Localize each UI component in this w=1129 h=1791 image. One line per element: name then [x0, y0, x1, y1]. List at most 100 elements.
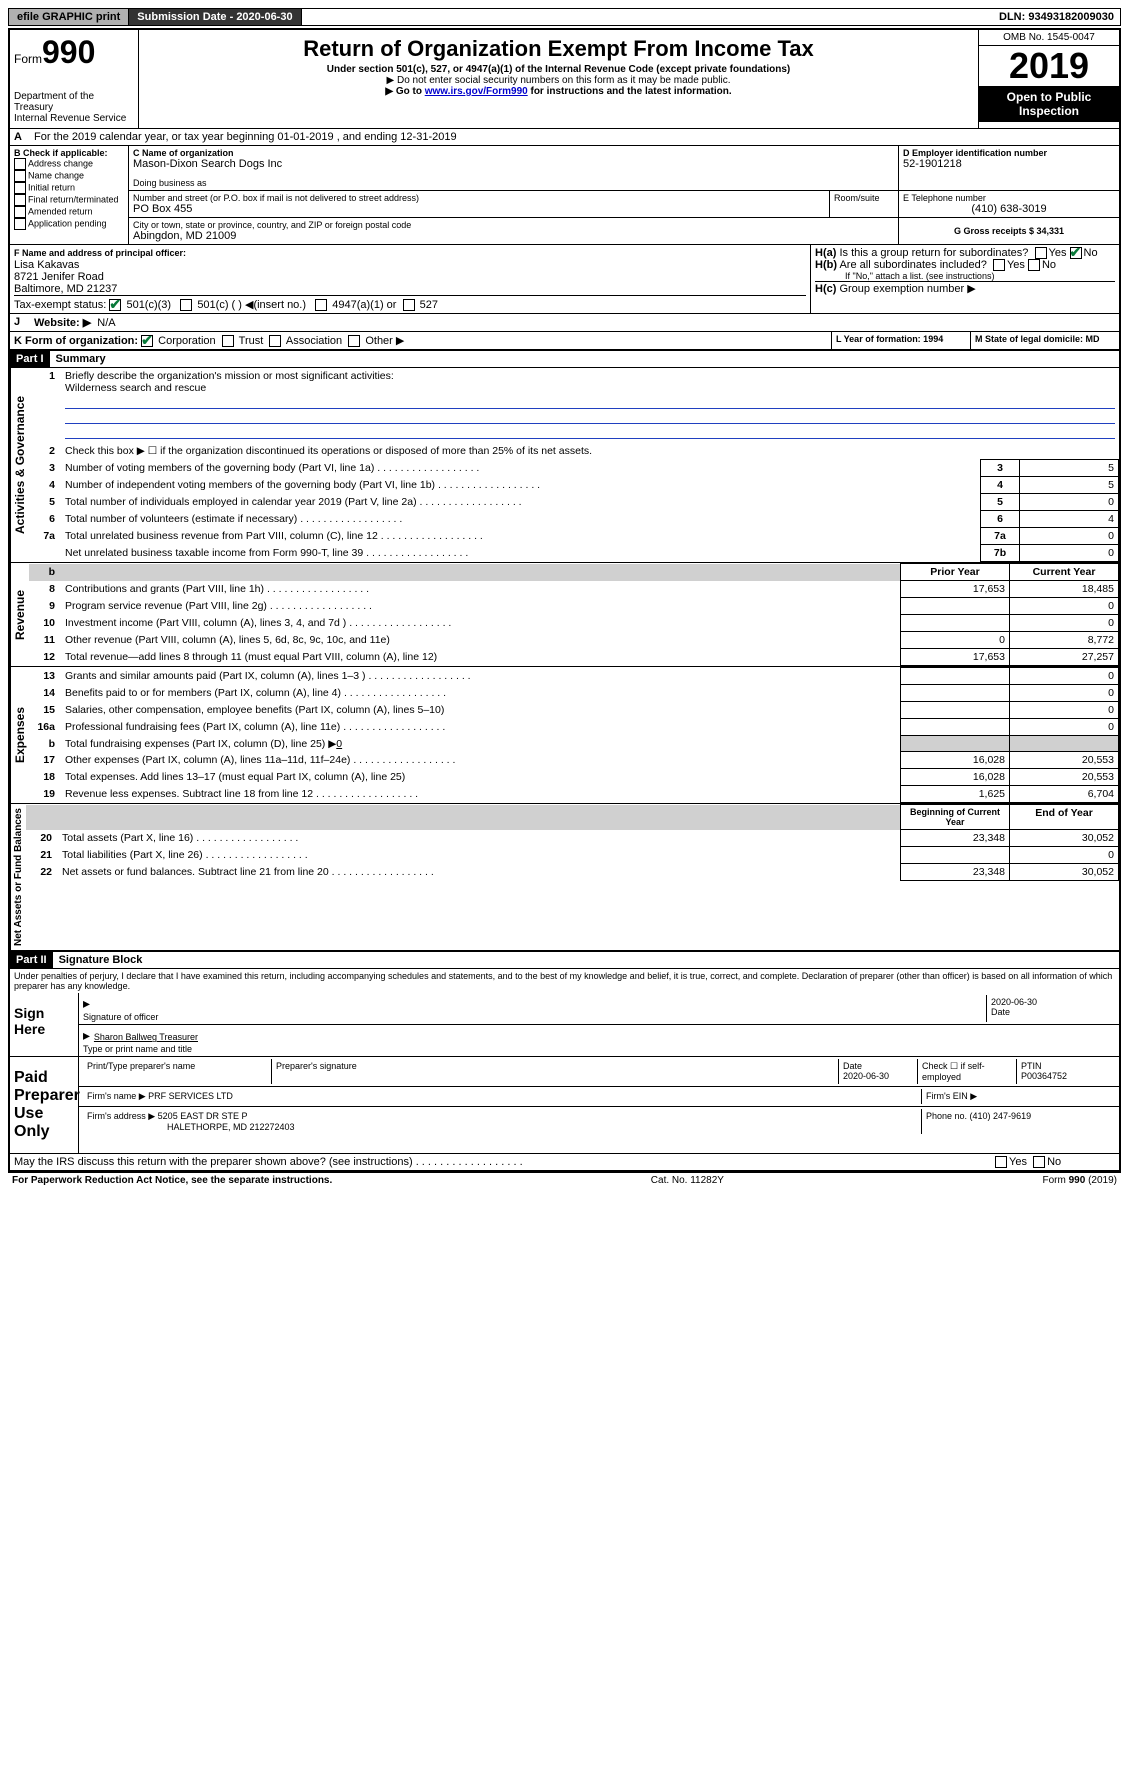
section-c: C Name of organization Mason-Dixon Searc…	[129, 146, 899, 244]
chk-final[interactable]: Final return/terminated	[14, 194, 124, 206]
page-footer: For Paperwork Reduction Act Notice, see …	[8, 1173, 1121, 1188]
beg-hdr: Beginning of Current Year	[901, 805, 1010, 830]
ha-no[interactable]	[1070, 247, 1082, 259]
netassets-table: Beginning of Current YearEnd of Year 20T…	[26, 804, 1119, 881]
l8-text: Contributions and grants (Part VIII, lin…	[61, 581, 901, 598]
l17-curr: 20,553	[1010, 752, 1119, 769]
end-hdr: End of Year	[1010, 805, 1119, 830]
paid-preparer-label: Paid Preparer Use Only	[10, 1057, 79, 1153]
typed-name: Sharon Ballweg Treasurer	[94, 1032, 198, 1042]
l15-prior	[901, 702, 1010, 719]
l4-text: Number of independent voting members of …	[61, 477, 981, 494]
section-netassets: Net Assets or Fund Balances Beginning of…	[10, 804, 1119, 951]
form-number-block: Form990	[14, 34, 134, 71]
l22-text: Net assets or fund balances. Subtract li…	[58, 864, 901, 881]
chk-app-pending[interactable]: Application pending	[14, 218, 124, 230]
addr-value: PO Box 455	[133, 203, 825, 215]
e-label: E Telephone number	[903, 193, 1115, 203]
chk-address[interactable]: Address change	[14, 158, 124, 170]
d-label: D Employer identification number	[903, 148, 1115, 158]
section-b: B Check if applicable: Address change Na…	[10, 146, 129, 244]
b-label: B Check if applicable:	[14, 148, 124, 158]
label-a: A	[10, 129, 30, 145]
prep-self[interactable]: Check ☐ if self-employed	[918, 1059, 1017, 1084]
l1-mission: Wilderness search and rescue	[65, 382, 206, 394]
l8-curr: 18,485	[1010, 581, 1119, 598]
header-center: Return of Organization Exempt From Incom…	[139, 30, 979, 128]
chk-assoc[interactable]	[269, 335, 281, 347]
l21-text: Total liabilities (Part X, line 26)	[58, 847, 901, 864]
l16a-text: Professional fundraising fees (Part IX, …	[61, 719, 901, 736]
sig-officer-area[interactable]: Signature of officer	[83, 995, 986, 1022]
addr-label: Number and street (or P.O. box if mail i…	[133, 193, 825, 203]
submission-date-button[interactable]: Submission Date - 2020-06-30	[129, 9, 301, 25]
l7b-text: Net unrelated business taxable income fr…	[61, 545, 981, 562]
tax-year-range: For the 2019 calendar year, or tax year …	[30, 129, 461, 145]
l20-prior: 23,348	[901, 830, 1010, 847]
section-klm: K Form of organization: Corporation Trus…	[10, 332, 1119, 350]
discuss-yes[interactable]	[995, 1156, 1007, 1168]
typed-name-row: Sharon Ballweg Treasurer Type or print n…	[79, 1025, 1119, 1056]
ein-value: 52-1901218	[903, 158, 1115, 170]
city-value: Abingdon, MD 21009	[133, 230, 894, 242]
efile-print-button[interactable]: efile GRAPHIC print	[9, 9, 129, 25]
mission-line1	[65, 396, 1115, 409]
chk-501c3[interactable]	[109, 299, 121, 311]
l7b-val: 0	[1020, 545, 1119, 562]
section-expenses: Expenses 13Grants and similar amounts pa…	[10, 667, 1119, 804]
netassets-body: Beginning of Current YearEnd of Year 20T…	[26, 804, 1119, 950]
l18-text: Total expenses. Add lines 13–17 (must eq…	[61, 769, 901, 786]
l19-text: Revenue less expenses. Subtract line 18 …	[61, 786, 901, 803]
l2-text: Check this box ▶ ☐ if the organization d…	[61, 443, 1119, 460]
chk-amended[interactable]: Amended return	[14, 206, 124, 218]
l16a-curr: 0	[1010, 719, 1119, 736]
paid-preparer-content: Print/Type preparer's name Preparer's si…	[79, 1057, 1119, 1153]
part1-header-row: Part I Summary	[10, 350, 1119, 368]
section-deg: D Employer identification number 52-1901…	[899, 146, 1119, 244]
discuss-yn: Yes No	[991, 1154, 1119, 1170]
header-note1: ▶ Do not enter social security numbers o…	[143, 75, 974, 86]
chk-initial[interactable]: Initial return	[14, 182, 124, 194]
l4-val: 5	[1020, 477, 1119, 494]
l12-curr: 27,257	[1010, 649, 1119, 666]
top-toolbar: efile GRAPHIC print Submission Date - 20…	[8, 8, 1121, 26]
vlabel-expenses: Expenses	[10, 667, 29, 803]
preparer-row2: Firm's name ▶ PRF SERVICES LTD Firm's EI…	[79, 1087, 1119, 1107]
perjury-statement: Under penalties of perjury, I declare th…	[10, 969, 1119, 993]
chk-4947[interactable]	[315, 299, 327, 311]
form990-link[interactable]: www.irs.gov/Form990	[425, 86, 528, 97]
l21-prior	[901, 847, 1010, 864]
form-number: 990	[42, 34, 95, 70]
chk-501c[interactable]	[180, 299, 192, 311]
firm-addr: Firm's address ▶ 5205 EAST DR STE P HALE…	[83, 1109, 922, 1134]
l17-text: Other expenses (Part IX, column (A), lin…	[61, 752, 901, 769]
ha-yes[interactable]	[1035, 247, 1047, 259]
current-hdr: Current Year	[1010, 564, 1119, 581]
chk-other[interactable]	[348, 335, 360, 347]
chk-name[interactable]: Name change	[14, 170, 124, 182]
dept-treasury: Department of the Treasury	[14, 91, 134, 113]
hb-no[interactable]	[1028, 259, 1040, 271]
sig-date: 2020-06-30Date	[986, 995, 1115, 1022]
hb-yes[interactable]	[993, 259, 1005, 271]
l9-curr: 0	[1010, 598, 1119, 615]
firm-phone: Phone no. (410) 247-9619	[922, 1109, 1115, 1134]
chk-corp[interactable]	[141, 335, 153, 347]
h-c: H(c) Group exemption number ▶	[815, 281, 1115, 295]
l15-text: Salaries, other compensation, employee b…	[61, 702, 901, 719]
l21-curr: 0	[1010, 847, 1119, 864]
discuss-no[interactable]	[1033, 1156, 1045, 1168]
h-a: H(a) Is this a group return for subordin…	[815, 247, 1115, 259]
l6-text: Total number of volunteers (estimate if …	[61, 511, 981, 528]
chk-trust[interactable]	[222, 335, 234, 347]
l14-text: Benefits paid to or for members (Part IX…	[61, 685, 901, 702]
i-label: Tax-exempt status:	[14, 299, 106, 311]
chk-527[interactable]	[403, 299, 415, 311]
l10-prior	[901, 615, 1010, 632]
l13-curr: 0	[1010, 668, 1119, 685]
room-label: Room/suite	[829, 191, 898, 217]
l9-prior	[901, 598, 1010, 615]
city-label: City or town, state or province, country…	[133, 220, 894, 230]
note2-post: for instructions and the latest informat…	[528, 86, 732, 97]
l12-text: Total revenue—add lines 8 through 11 (mu…	[61, 649, 901, 666]
